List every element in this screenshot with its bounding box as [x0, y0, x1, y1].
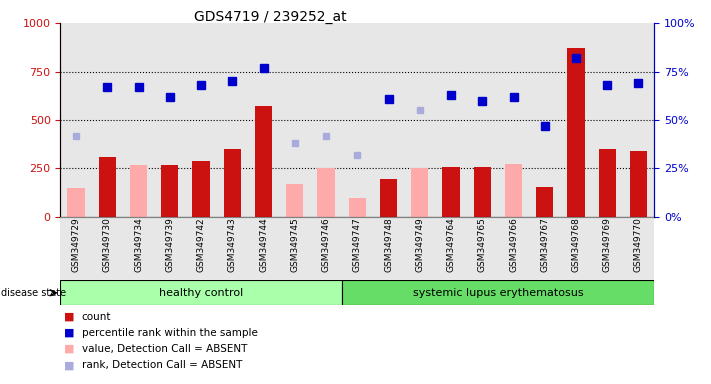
Text: GSM349729: GSM349729	[72, 217, 80, 272]
Bar	[130, 165, 147, 217]
Text: disease state: disease state	[1, 288, 67, 298]
Text: GSM349734: GSM349734	[134, 217, 143, 272]
Text: GSM349748: GSM349748	[384, 217, 393, 272]
Bar	[435, 217, 466, 280]
Text: GSM349768: GSM349768	[572, 217, 580, 272]
Bar	[224, 149, 241, 217]
Bar	[92, 23, 123, 217]
Bar	[186, 217, 217, 280]
Text: ■: ■	[64, 344, 75, 354]
Bar	[404, 217, 435, 280]
Bar	[474, 167, 491, 217]
Text: rank, Detection Call = ABSENT: rank, Detection Call = ABSENT	[82, 360, 242, 370]
Text: GSM349765: GSM349765	[478, 217, 487, 272]
Text: GSM349766: GSM349766	[509, 217, 518, 272]
Bar	[505, 164, 522, 217]
Bar	[348, 198, 366, 217]
Bar	[466, 23, 498, 217]
Bar	[498, 23, 529, 217]
Bar	[123, 217, 154, 280]
Text: value, Detection Call = ABSENT: value, Detection Call = ABSENT	[82, 344, 247, 354]
Bar	[161, 165, 178, 217]
Bar	[255, 106, 272, 217]
Text: GSM349770: GSM349770	[634, 217, 643, 272]
Text: ■: ■	[64, 328, 75, 338]
Bar	[311, 217, 342, 280]
Bar	[342, 280, 654, 305]
Bar	[442, 167, 459, 217]
Bar	[248, 217, 279, 280]
Bar	[466, 217, 498, 280]
Bar	[279, 23, 311, 217]
Bar	[60, 217, 92, 280]
Bar	[404, 23, 435, 217]
Bar	[68, 188, 85, 217]
Text: GSM349743: GSM349743	[228, 217, 237, 272]
Text: healthy control: healthy control	[159, 288, 243, 298]
Text: GSM349730: GSM349730	[103, 217, 112, 272]
Bar	[411, 169, 428, 217]
Bar	[186, 23, 217, 217]
Text: GSM349744: GSM349744	[259, 217, 268, 271]
Bar	[342, 23, 373, 217]
Bar	[154, 217, 186, 280]
Bar	[599, 149, 616, 217]
Bar	[287, 184, 304, 217]
Bar	[92, 217, 123, 280]
Text: ■: ■	[64, 312, 75, 322]
Bar	[373, 217, 404, 280]
Bar	[623, 23, 654, 217]
Bar	[99, 157, 116, 217]
Text: GSM349745: GSM349745	[290, 217, 299, 272]
Text: GSM349767: GSM349767	[540, 217, 550, 272]
Text: GSM349742: GSM349742	[196, 217, 205, 271]
Bar	[60, 23, 92, 217]
Text: systemic lupus erythematosus: systemic lupus erythematosus	[412, 288, 583, 298]
Bar	[311, 23, 342, 217]
Bar	[317, 169, 335, 217]
Bar	[217, 23, 248, 217]
Bar	[498, 217, 529, 280]
Bar	[380, 179, 397, 217]
Bar	[435, 23, 466, 217]
Bar	[529, 217, 560, 280]
Bar	[567, 48, 584, 217]
Bar	[217, 217, 248, 280]
Bar	[193, 161, 210, 217]
Text: GSM349739: GSM349739	[165, 217, 174, 272]
Bar	[536, 187, 553, 217]
Text: count: count	[82, 312, 111, 322]
Text: GSM349749: GSM349749	[415, 217, 424, 272]
Text: GSM349746: GSM349746	[321, 217, 331, 272]
Bar	[560, 217, 592, 280]
Text: percentile rank within the sample: percentile rank within the sample	[82, 328, 257, 338]
Bar	[623, 217, 654, 280]
Bar	[592, 23, 623, 217]
Bar	[560, 23, 592, 217]
Bar	[60, 280, 342, 305]
Bar	[373, 23, 404, 217]
Text: ■: ■	[64, 360, 75, 370]
Text: GDS4719 / 239252_at: GDS4719 / 239252_at	[194, 10, 346, 23]
Bar	[248, 23, 279, 217]
Bar	[342, 217, 373, 280]
Bar	[123, 23, 154, 217]
Text: GSM349764: GSM349764	[447, 217, 456, 272]
Bar	[279, 217, 311, 280]
Text: GSM349747: GSM349747	[353, 217, 362, 272]
Bar	[592, 217, 623, 280]
Text: GSM349769: GSM349769	[603, 217, 611, 272]
Bar	[529, 23, 560, 217]
Bar	[630, 151, 647, 217]
Bar	[154, 23, 186, 217]
